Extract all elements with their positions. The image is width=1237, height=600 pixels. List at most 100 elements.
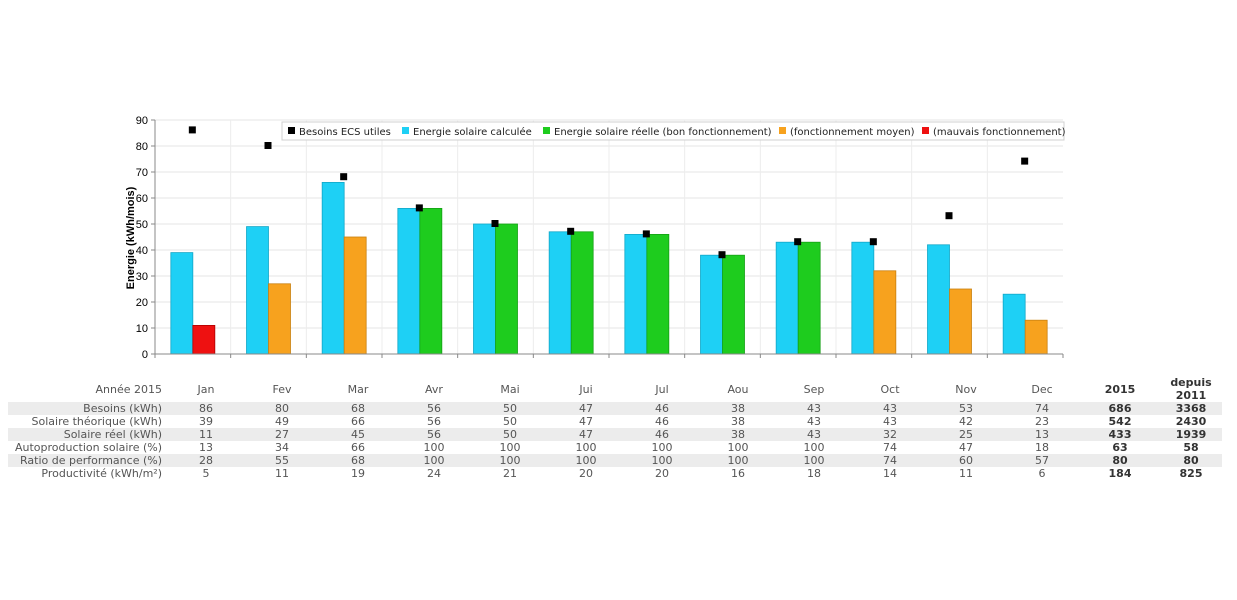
legend-swatch — [543, 127, 550, 134]
table-cell: 25 — [928, 428, 1004, 441]
table-cell: 19 — [351, 467, 365, 480]
table-since-header-line1: depuis — [1170, 376, 1212, 389]
bar-solaire-calculee — [1002, 293, 1026, 355]
table-cell: 56 — [427, 415, 441, 428]
table-cell: 100 — [396, 454, 472, 467]
table-cell: 13 — [199, 441, 213, 454]
table-cell: 74 — [883, 441, 897, 454]
table-row: Besoins (kWh) 86 80 68 56 50 47 46 38 43 43 53 74 686… — [8, 402, 1222, 415]
y-tick-label: 30 — [136, 271, 148, 283]
table-cell: 13 — [1004, 428, 1080, 441]
table-cell: 43 — [852, 402, 928, 415]
table-cell: 49 — [275, 415, 289, 428]
legend-box — [281, 121, 1065, 141]
table-month-header: Jul — [655, 382, 669, 396]
table-cell-total: 686 — [1080, 402, 1160, 415]
table-cell: 100 — [499, 441, 521, 454]
table-cell: 38 — [731, 415, 745, 428]
table-since-header: depuis 2011 — [1160, 376, 1222, 402]
table-row-label: Productivité (kWh/m²) — [41, 467, 162, 480]
besoins-marker — [567, 227, 575, 235]
table-cell: 6 — [1038, 467, 1046, 480]
table-month-header: Nov — [955, 382, 977, 396]
table-cell: 18 — [1035, 441, 1049, 454]
table-cell: 46 — [624, 402, 700, 415]
table-month-header: Jan — [197, 382, 215, 396]
table-month-header: Avr — [425, 382, 443, 396]
table-cell: 66 — [351, 415, 365, 428]
table-cell: 46 — [655, 415, 669, 428]
table-cell: 20 — [579, 467, 593, 480]
table-cell: 80 — [244, 402, 320, 415]
bar-solaire-reelle — [570, 231, 594, 355]
table-cell-total: 184 — [1108, 467, 1132, 480]
table-cell: 32 — [852, 428, 928, 441]
table-month-header: Mai — [500, 382, 520, 396]
besoins-marker — [264, 142, 272, 149]
table-cell: 66 — [351, 441, 365, 454]
y-tick-label: 70 — [136, 167, 148, 179]
table-cell: 14 — [883, 467, 897, 480]
table-cell: 20 — [655, 467, 669, 480]
energy-bar-chart: 0 10 20 30 40 50 60 70 80 90 Energie (kWh/mois) B… — [125, 115, 1066, 361]
table-cell: 39 — [199, 415, 213, 428]
table-cell: 38 — [700, 428, 776, 441]
besoins-marker — [340, 173, 348, 181]
bar-solaire-calculee — [548, 231, 572, 355]
table-cell: 53 — [928, 402, 1004, 415]
table-month-header: Fev — [272, 382, 292, 396]
table-cell-total: 542 — [1108, 415, 1132, 428]
table-row: Solaire théorique (kWh) 39 49 66 56 50 47 46 38 4… — [8, 415, 1222, 428]
y-tick-label: 20 — [136, 297, 148, 309]
x-axis — [154, 353, 1064, 358]
table-cell: 100 — [624, 454, 700, 467]
chart-grid — [155, 119, 1063, 354]
bar-solaire-reelle — [419, 207, 443, 355]
table-cell: 16 — [731, 467, 745, 480]
table-cell: 43 — [883, 415, 897, 428]
table-row: Productivité (kWh/m²) 5 11 19 24 21 20 20 16 18 14… — [8, 467, 1222, 480]
y-axis-label: Energie (kWh/mois) — [125, 186, 137, 289]
table-cell: 11 — [168, 428, 244, 441]
table-cell: 11 — [959, 467, 973, 480]
chart-bars — [170, 181, 1048, 355]
bar-solaire-reelle — [797, 241, 821, 355]
table-cell: 100 — [472, 454, 548, 467]
table-cell: 5 — [202, 467, 210, 480]
besoins-marker — [188, 126, 196, 134]
table-cell: 23 — [1035, 415, 1049, 428]
table-row: Solaire réel (kWh) 11 27 45 56 50 47 46 38 43 32 25… — [8, 428, 1222, 441]
table-cell: 42 — [959, 415, 973, 428]
table-cell: 18 — [807, 467, 821, 480]
table-cell: 57 — [1004, 454, 1080, 467]
bar-solaire-calculee — [775, 241, 799, 355]
chart-legend: Besoins ECS utiles Energie solaire calcul… — [281, 121, 1066, 141]
table-cell-since: 2430 — [1175, 415, 1207, 428]
table-cell: 34 — [275, 441, 289, 454]
besoins-marker — [945, 212, 953, 220]
table-cell: 24 — [427, 467, 441, 480]
y-tick-label: 80 — [136, 141, 148, 153]
table-cell: 86 — [168, 402, 244, 415]
bar-solaire-reelle — [1024, 319, 1048, 355]
table-cell-total: 63 — [1112, 441, 1128, 454]
table-since-header-line2: 2011 — [1175, 389, 1207, 402]
table-cell: 100 — [727, 441, 749, 454]
bar-solaire-reelle — [495, 223, 518, 355]
table-cell: 27 — [244, 428, 320, 441]
table-row-label: Solaire théorique (kWh) — [31, 415, 163, 428]
table-cell: 68 — [320, 454, 396, 467]
besoins-marker — [491, 220, 499, 227]
table-cell: 100 — [575, 441, 597, 454]
table-cell-since: 825 — [1179, 467, 1203, 480]
table-cell: 100 — [651, 441, 673, 454]
table-cell: 47 — [959, 441, 973, 454]
bar-solaire-calculee — [246, 226, 269, 355]
bar-solaire-reelle — [343, 236, 367, 355]
bar-solaire-calculee — [473, 223, 496, 355]
table-header-row: Année 2015 Jan Fev Mar Avr Mai Jui Jul Aou Sep Oc… — [8, 376, 1222, 402]
table-cell: 100 — [700, 454, 776, 467]
energy-data-table: Année 2015 Jan Fev Mar Avr Mai Jui Jul Aou Sep Oc… — [8, 376, 1222, 480]
table-cell: 55 — [244, 454, 320, 467]
table-header-label: Année 2015 — [95, 382, 163, 396]
